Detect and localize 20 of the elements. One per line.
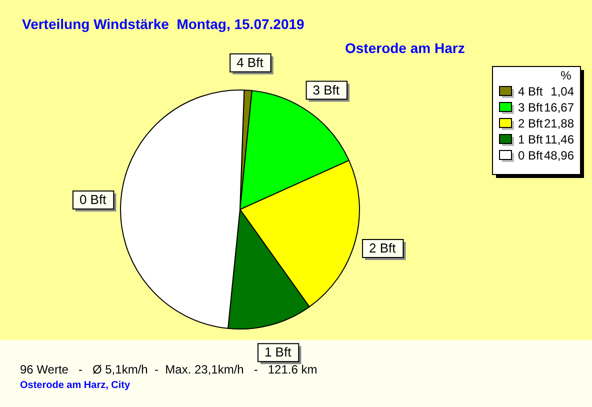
data-label: 1,04 (550, 84, 574, 98)
data-label: 16,67 (544, 100, 574, 114)
legend-label: 4 Bft (518, 84, 544, 98)
slice-label: 1 Bft (264, 344, 292, 360)
chart-title: Verteilung Windstärke Montag, 15.07.2019 (22, 16, 305, 32)
slice-label: 2 Bft (369, 240, 396, 256)
legend-title: % (560, 68, 572, 82)
text: 96 Werte - Ø 5,1km/h - Max. 23,1km/h - 121.6 km (20, 362, 318, 376)
legend-label: 2 Bft (518, 116, 544, 130)
slice-label: 0 Bft (79, 192, 107, 208)
data-label: 48,96 (544, 148, 574, 162)
legend-label: 3 Bft (518, 100, 544, 114)
chart-subtitle: Osterode am Harz (345, 40, 465, 56)
slice-label: 4 Bft (236, 54, 264, 70)
text: Osterode am Harz, City (20, 380, 130, 391)
data-label: 21,88 (544, 116, 574, 130)
legend-label: 0 Bft (518, 148, 544, 162)
slice-label: 3 Bft (312, 82, 340, 98)
legend-label: 1 Bft (518, 132, 544, 146)
data-label: 11,46 (544, 132, 574, 146)
